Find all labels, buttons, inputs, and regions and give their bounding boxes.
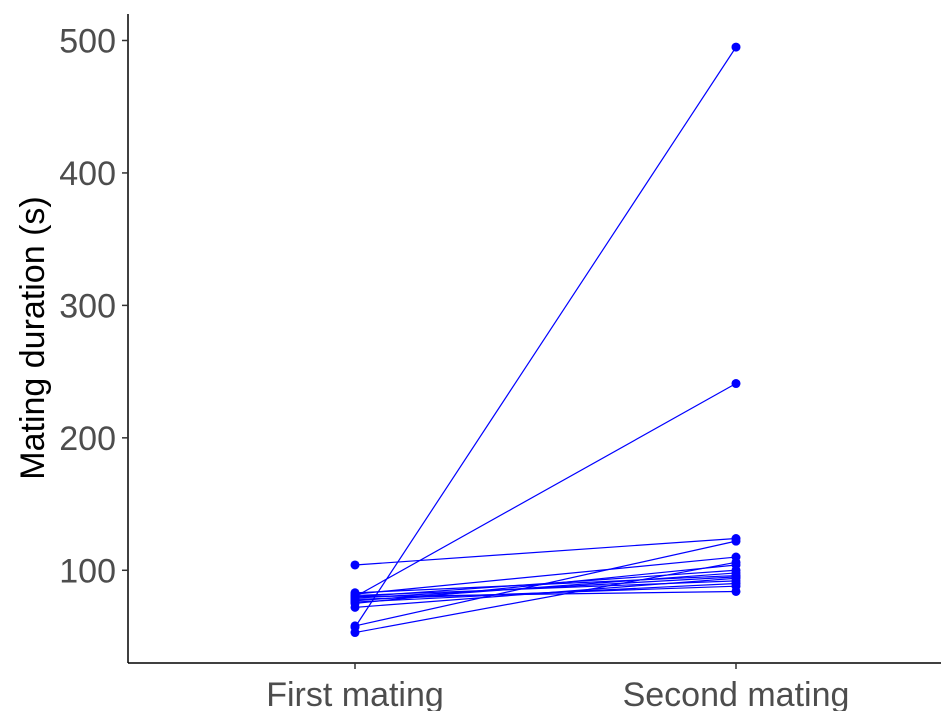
y-tick-label: 500	[59, 22, 116, 60]
point-first-mating	[350, 621, 360, 631]
axes	[127, 14, 941, 664]
point-second-mating	[731, 42, 741, 52]
pair-line	[354, 576, 737, 599]
pair-line	[354, 556, 737, 595]
y-tick-label: 100	[59, 552, 116, 590]
pair-line	[354, 569, 737, 598]
y-tick-label: 400	[59, 155, 116, 193]
y-tick-label: 200	[59, 420, 116, 458]
point-second-mating	[731, 379, 741, 389]
point-second-mating	[731, 586, 741, 596]
point-first-mating	[350, 628, 360, 638]
x-tick-label: First mating	[266, 676, 444, 711]
point-second-mating	[731, 536, 741, 546]
pair-line	[354, 585, 737, 601]
x-tick-label: Second mating	[623, 676, 850, 711]
y-tick-label: 300	[59, 287, 116, 325]
series-lines	[354, 46, 737, 634]
series-points	[350, 42, 741, 638]
pair-line	[354, 580, 737, 597]
pair-line	[354, 383, 737, 598]
y-axis-title: Mating duration (s)	[14, 196, 52, 479]
pair-line	[354, 590, 737, 598]
pair-line	[354, 574, 737, 594]
point-first-mating	[350, 560, 360, 570]
point-first-mating	[350, 592, 360, 602]
pair-line	[354, 561, 737, 634]
pair-line	[354, 46, 737, 628]
pair-line	[354, 537, 737, 566]
y-ticks: 100 200 300 400 500	[59, 22, 128, 590]
x-ticks: First mating Second mating	[266, 663, 849, 711]
